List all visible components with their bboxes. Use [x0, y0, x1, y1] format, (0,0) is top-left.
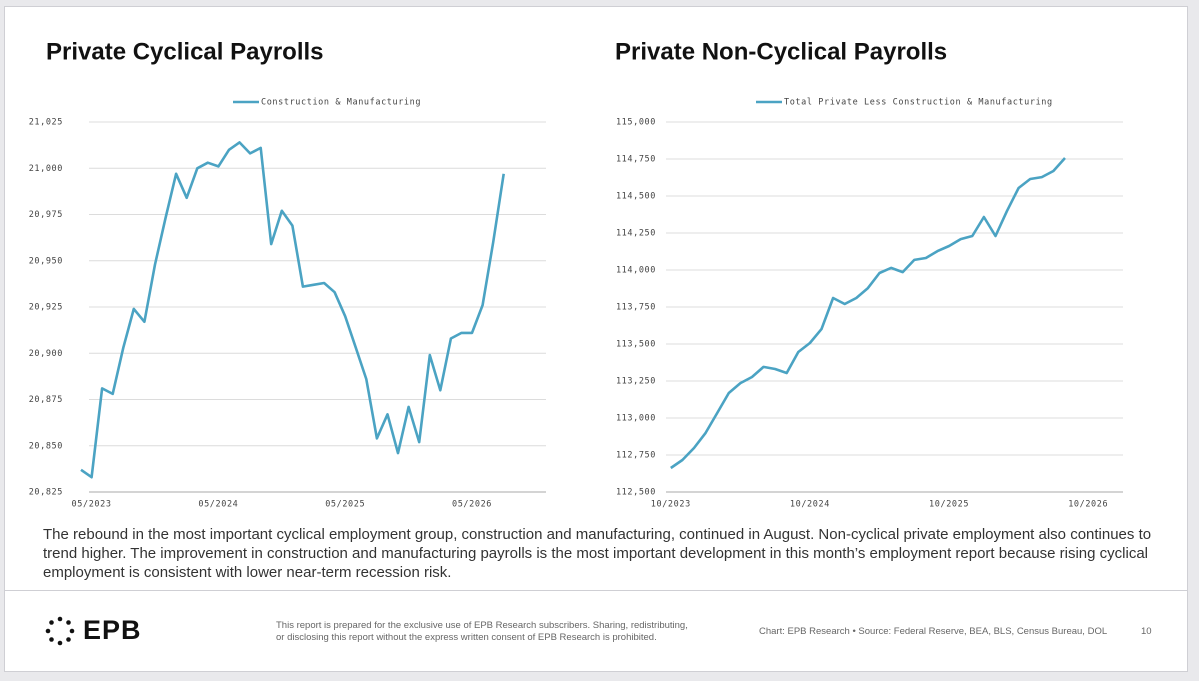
logo-icon: [45, 616, 75, 645]
source: Chart: EPB Research • Source: Federal Re…: [759, 626, 1108, 637]
slide: Private Cyclical Payrolls 20,825 20,850 20,…: [4, 6, 1188, 672]
chart-title: Private Non-Cyclical Payrolls: [615, 38, 947, 65]
x-tick-label: 05/2024: [198, 500, 238, 510]
separator: [5, 590, 1187, 591]
y-tick-label: 114,750: [616, 155, 656, 165]
x-tick-label: 05/2026: [452, 500, 492, 510]
chart-title: Private Cyclical Payrolls: [46, 38, 324, 65]
page-number: 10: [1141, 626, 1152, 637]
y-tick-label: 113,250: [616, 377, 656, 387]
disclaimer-line: or disclosing this report without the ex…: [276, 631, 657, 643]
y-tick-label: 20,875: [29, 395, 63, 405]
disclaimer: This report is prepared for the exclusiv…: [276, 620, 688, 643]
y-tick-label: 112,750: [616, 451, 656, 461]
y-tick-label: 113,000: [616, 414, 656, 424]
y-tick-label: 114,500: [616, 192, 656, 202]
y-tick-label: 20,825: [29, 488, 63, 498]
x-tick-label: 10/2025: [929, 500, 969, 510]
series-line: [670, 157, 1066, 470]
legend-label: Total Private Less Construction & Manufa…: [784, 98, 1053, 108]
charts: Private Cyclical Payrolls 20,825 20,850 20,…: [29, 38, 1123, 510]
x-tick-label: 10/2024: [790, 500, 830, 510]
y-tick-label: 113,750: [616, 303, 656, 313]
x-tick-label: 10/2026: [1068, 500, 1108, 510]
logo-text: EPB: [83, 615, 142, 645]
y-tick-label: 21,025: [29, 118, 63, 128]
y-tick-label: 20,950: [29, 256, 63, 266]
disclaimer-line: This report is prepared for the exclusiv…: [276, 620, 688, 631]
y-tick-label: 20,900: [29, 349, 63, 359]
y-tick-label: 113,500: [616, 340, 656, 350]
caption: The rebound in the most important cyclic…: [43, 526, 1152, 581]
y-tick-label: 114,250: [616, 229, 656, 239]
y-tick-label: 112,500: [616, 488, 656, 498]
legend-label: Construction & Manufacturing: [261, 98, 421, 108]
series-line: [80, 141, 505, 479]
y-tick-label: 20,850: [29, 441, 63, 451]
logo: EPB: [45, 615, 142, 646]
y-tick-label: 114,000: [616, 266, 656, 276]
x-tick-label: 05/2025: [325, 500, 365, 510]
y-tick-label: 20,925: [29, 303, 63, 313]
x-tick-label: 10/2023: [651, 500, 691, 510]
y-tick-label: 21,000: [29, 164, 63, 174]
y-tick-label: 115,000: [616, 118, 656, 128]
x-tick-label: 05/2023: [72, 500, 112, 510]
y-tick-label: 20,975: [29, 210, 63, 220]
